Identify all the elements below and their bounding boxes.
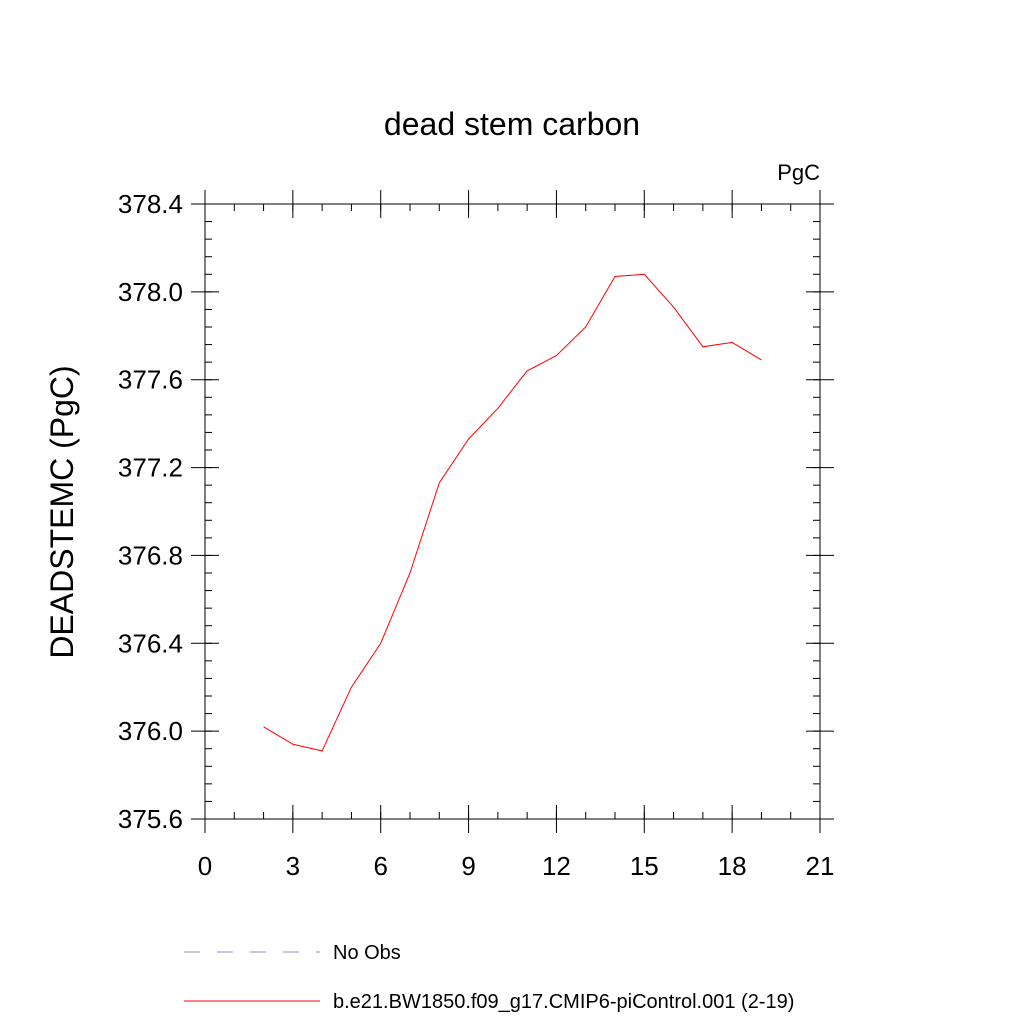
x-tick-label: 18 bbox=[718, 851, 747, 881]
y-tick-label: 375.6 bbox=[118, 804, 183, 834]
x-tick-label: 21 bbox=[806, 851, 835, 881]
x-tick-label: 12 bbox=[542, 851, 571, 881]
units-label: PgC bbox=[777, 160, 820, 185]
plot-frame bbox=[204, 203, 821, 820]
legend: No Obs b.e21.BW1850.f09_g17.CMIP6-piContr… bbox=[184, 942, 794, 1013]
y-tick-label: 376.4 bbox=[118, 628, 183, 658]
series-line bbox=[263, 273, 762, 752]
series-layer bbox=[263, 273, 762, 752]
x-tick-label: 15 bbox=[630, 851, 659, 881]
y-tick-label: 378.4 bbox=[118, 189, 183, 219]
y-tick-label: 377.6 bbox=[118, 365, 183, 395]
x-axis: 0 3 6 9 12 15 18 21 bbox=[198, 190, 835, 881]
chart-title: dead stem carbon bbox=[384, 106, 640, 142]
y-axis: 375.6 376.0 376.4 376.8 377.2 377.6 378.0 378.4 bbox=[118, 189, 834, 834]
y-tick-label: 376.8 bbox=[118, 540, 183, 570]
legend-label: No Obs bbox=[333, 942, 401, 964]
y-tick-label: 378.0 bbox=[118, 277, 183, 307]
x-tick-label: 0 bbox=[198, 851, 212, 881]
x-tick-label: 6 bbox=[373, 851, 387, 881]
x-tick-label: 9 bbox=[461, 851, 475, 881]
y-axis-label: DEADSTEMC (PgC) bbox=[44, 365, 80, 658]
legend-label: b.e21.BW1850.f09_g17.CMIP6-piControl.001… bbox=[333, 991, 794, 1013]
y-tick-label: 377.2 bbox=[118, 453, 183, 483]
x-tick-label: 3 bbox=[286, 851, 300, 881]
y-tick-label: 376.0 bbox=[118, 716, 183, 746]
